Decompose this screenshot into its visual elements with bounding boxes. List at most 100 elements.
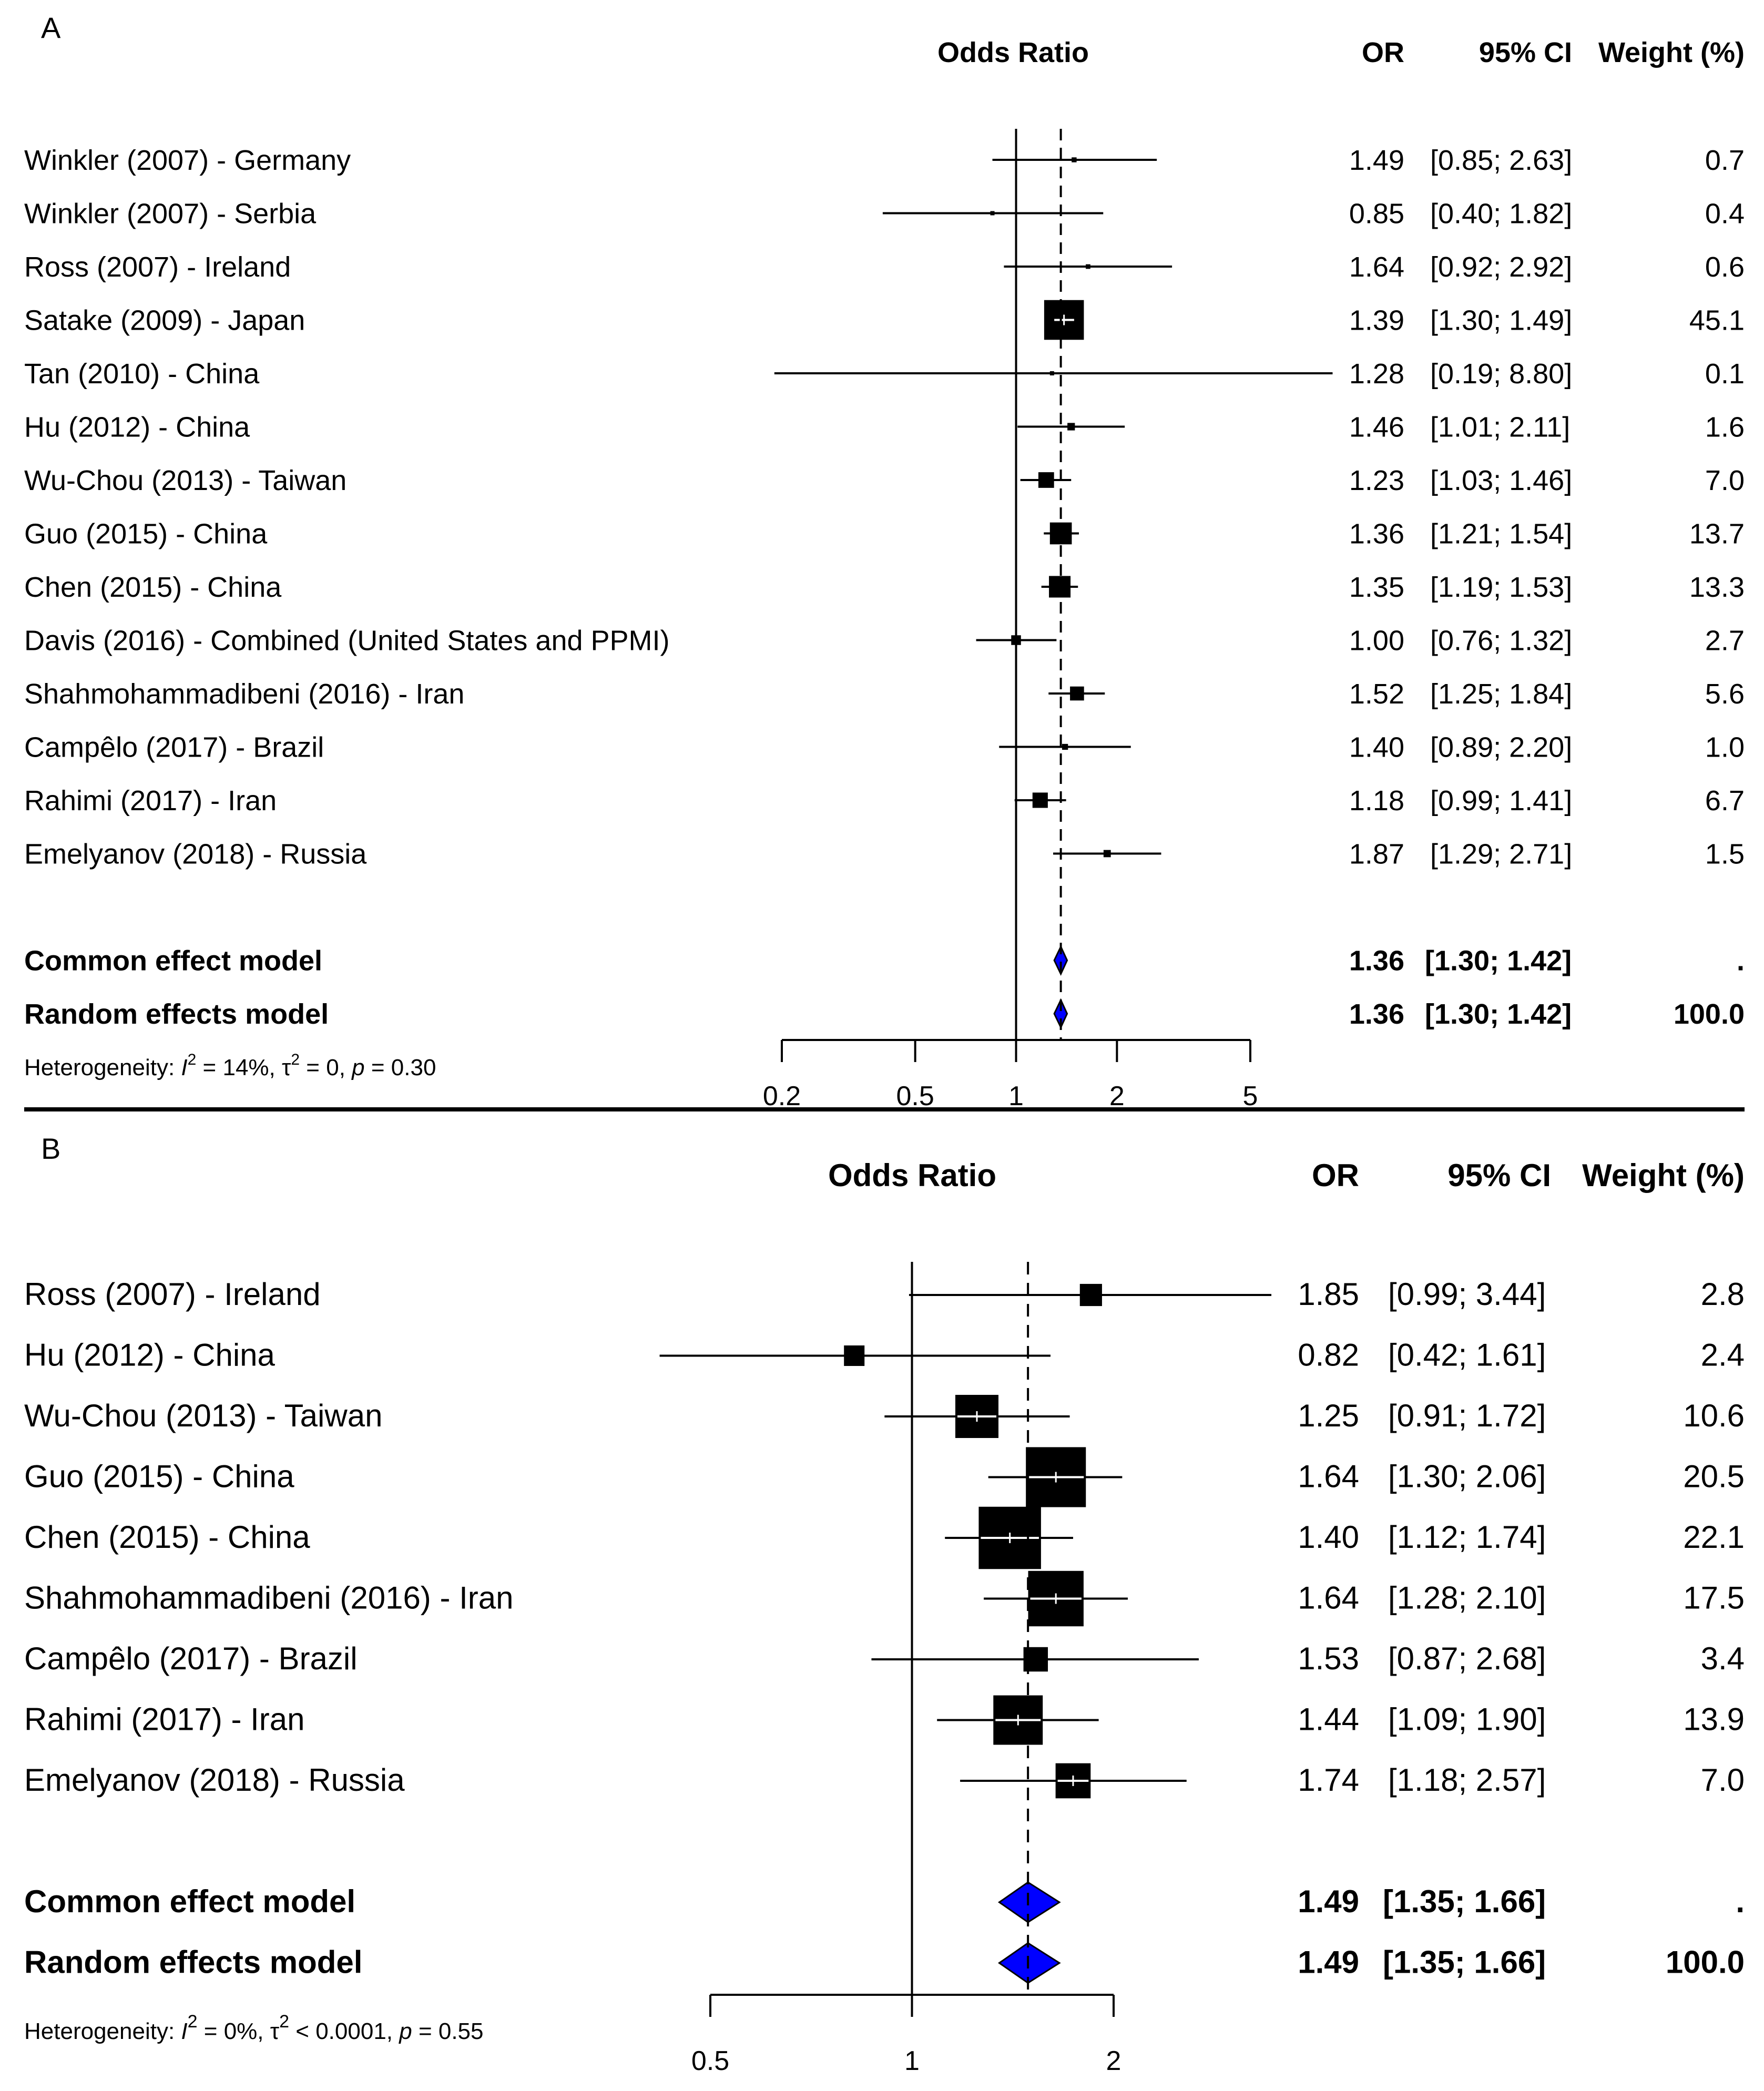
x-axis-tick-label: 5 bbox=[1243, 1081, 1258, 1111]
study-weight: 0.1 bbox=[1705, 358, 1745, 390]
study-label: Hu (2012) - China bbox=[24, 412, 250, 443]
pooled-ci: [1.30; 1.42] bbox=[1425, 945, 1572, 977]
pooled-row: Common effect model 1.36 [1.30; 1.42]. bbox=[24, 945, 1745, 977]
pooled-row: Random effects model 1.49 [1.35; 1.66] 100.… bbox=[24, 1945, 1745, 1980]
het-a-i-val: = 14%, bbox=[196, 1055, 282, 1080]
study-row: Ross (2007) - Ireland 1.85 [0.99; 3.44] 2.8 bbox=[24, 1277, 1745, 1312]
study-ci: [1.30; 1.49] bbox=[1430, 305, 1572, 336]
study-ci: [0.85; 2.63] bbox=[1430, 145, 1572, 176]
panel-a-header-odds-ratio: Odds Ratio bbox=[937, 37, 1089, 68]
x-axis-tick-label: 0.5 bbox=[896, 1081, 934, 1111]
het-a-p-val: = 0.30 bbox=[365, 1055, 436, 1080]
panel-b-header-weight: Weight (%) bbox=[1582, 1158, 1745, 1193]
point-estimate-square bbox=[990, 211, 995, 216]
study-weight: 6.7 bbox=[1705, 785, 1745, 817]
het-b-p: p bbox=[398, 2018, 412, 2044]
study-or: 1.49 bbox=[1349, 145, 1404, 176]
study-ci: [1.01; 2.11] bbox=[1430, 412, 1570, 443]
study-or: 1.23 bbox=[1349, 465, 1404, 496]
panel-a-header-weight: Weight (%) bbox=[1598, 37, 1745, 68]
study-weight: 0.7 bbox=[1705, 145, 1745, 176]
study-row: Rahimi (2017) - Iran 1.18 [0.99; 1.41] 6.7 bbox=[24, 785, 1745, 817]
study-row: Chen (2015) - China 1.40 [1.12; 1.74] 22.1 bbox=[24, 1519, 1745, 1555]
study-ci: [0.99; 1.41] bbox=[1430, 785, 1572, 817]
study-label: Campêlo (2017) - Brazil bbox=[24, 732, 324, 763]
study-label: Satake (2009) - Japan bbox=[24, 305, 305, 336]
study-ci: [0.87; 2.68] bbox=[1388, 1641, 1546, 1676]
study-ci: [1.18; 2.57] bbox=[1388, 1762, 1546, 1798]
x-axis-tick-label: 2 bbox=[1109, 1081, 1125, 1111]
pooled-diamond bbox=[997, 1942, 1061, 1984]
study-row: Winkler (2007) - Serbia 0.85 [0.40; 1.82] 0… bbox=[24, 198, 1745, 230]
study-ci: [1.21; 1.54] bbox=[1430, 518, 1572, 550]
study-label: Chen (2015) - China bbox=[24, 572, 282, 603]
study-ci: [0.99; 3.44] bbox=[1388, 1277, 1546, 1312]
study-or: 1.52 bbox=[1349, 678, 1404, 710]
study-row: Wu-Chou (2013) - Taiwan 1.23 [1.03; 1.46] 7… bbox=[24, 465, 1745, 496]
point-estimate-square bbox=[1049, 371, 1054, 375]
study-weight: 45.1 bbox=[1689, 305, 1745, 336]
point-estimate-square bbox=[1072, 157, 1077, 162]
het-b-i-val: = 0%, bbox=[198, 2018, 270, 2044]
x-axis-tick-label: 0.5 bbox=[691, 2046, 729, 2076]
study-label: Wu-Chou (2013) - Taiwan bbox=[24, 465, 346, 496]
study-ci: [1.30; 2.06] bbox=[1388, 1459, 1546, 1494]
study-weight: 13.3 bbox=[1689, 572, 1745, 603]
study-weight: 2.4 bbox=[1701, 1338, 1745, 1373]
study-weight: 7.0 bbox=[1701, 1762, 1745, 1798]
study-row: Campêlo (2017) - Brazil 1.40 [0.89; 2.20] 1… bbox=[24, 732, 1745, 763]
x-axis-tick-label: 0.2 bbox=[763, 1081, 801, 1111]
study-row: Ross (2007) - Ireland 1.64 [0.92; 2.92] 0.6 bbox=[24, 251, 1745, 283]
study-row: Guo (2015) - China 1.64 [1.30; 2.06] 20.5 bbox=[24, 1459, 1745, 1494]
study-or: 1.18 bbox=[1349, 785, 1404, 817]
panel-b-header-ci: 95% CI bbox=[1447, 1158, 1551, 1193]
study-row: Shahmohammadibeni (2016) - Iran 1.52 [1.25… bbox=[24, 678, 1745, 710]
point-estimate-square bbox=[1079, 1283, 1102, 1307]
pooled-label: Random effects model bbox=[24, 998, 329, 1030]
pooled-diamond bbox=[997, 1881, 1061, 1923]
study-row: Wu-Chou (2013) - Taiwan 1.25 [0.91; 1.72] 1… bbox=[24, 1398, 1745, 1433]
pooled-weight: . bbox=[1737, 945, 1745, 977]
study-label: Emelyanov (2018) - Russia bbox=[24, 839, 367, 870]
point-estimate-square bbox=[1032, 792, 1048, 808]
study-row: Campêlo (2017) - Brazil 1.53 [0.87; 2.68] 3… bbox=[24, 1641, 1745, 1676]
het-b-prefix: Heterogeneity: bbox=[24, 2018, 181, 2044]
panel-b-heterogeneity: Heterogeneity: I2 = 0%, τ2 < 0.0001, p =… bbox=[24, 2012, 484, 2044]
study-ci: [1.25; 1.84] bbox=[1430, 678, 1572, 710]
study-row: Hu (2012) - China 1.46 [1.01; 2.11] 1.6 bbox=[24, 412, 1745, 443]
panel-b-rows: Ross (2007) - Ireland 1.85 [0.99; 3.44] 2.8… bbox=[24, 1277, 1745, 1980]
het-a-i: I bbox=[181, 1055, 187, 1080]
study-weight: 10.6 bbox=[1683, 1398, 1745, 1433]
pooled-row: Common effect model 1.49 [1.35; 1.66]. bbox=[24, 1884, 1745, 1919]
x-axis-tick-label: 1 bbox=[904, 2046, 920, 2076]
study-or: 1.40 bbox=[1298, 1519, 1359, 1555]
study-or: 1.85 bbox=[1298, 1277, 1359, 1312]
study-ci: [0.19; 8.80] bbox=[1430, 358, 1572, 390]
study-label: Rahimi (2017) - Iran bbox=[24, 1702, 305, 1737]
study-row: Satake (2009) - Japan 1.39 [1.30; 1.49] 45.… bbox=[24, 305, 1745, 336]
study-row: Shahmohammadibeni (2016) - Iran 1.64 [1.28… bbox=[24, 1580, 1745, 1616]
point-estimate-square bbox=[1067, 423, 1075, 431]
study-ci: [1.19; 1.53] bbox=[1430, 572, 1572, 603]
pooled-or: 1.49 bbox=[1298, 1884, 1359, 1919]
het-b-p-val: = 0.55 bbox=[412, 2018, 484, 2044]
pooled-diamond bbox=[1053, 998, 1068, 1029]
study-ci: [1.29; 2.71] bbox=[1430, 839, 1572, 870]
study-weight: 3.4 bbox=[1701, 1641, 1745, 1676]
study-or: 1.53 bbox=[1298, 1641, 1359, 1676]
study-or: 0.82 bbox=[1298, 1338, 1359, 1373]
study-label: Ross (2007) - Ireland bbox=[24, 1277, 321, 1312]
pooled-row: Random effects model 1.36 [1.30; 1.42] 100.… bbox=[24, 998, 1745, 1030]
point-estimate-square bbox=[1038, 472, 1054, 488]
pooled-ci: [1.35; 1.66] bbox=[1383, 1884, 1546, 1919]
study-label: Guo (2015) - China bbox=[24, 518, 268, 550]
pooled-weight: 100.0 bbox=[1666, 1945, 1745, 1980]
point-estimate-square bbox=[1103, 850, 1111, 858]
study-weight: 22.1 bbox=[1683, 1519, 1745, 1555]
study-weight: 1.0 bbox=[1705, 732, 1745, 763]
study-ci: [1.28; 2.10] bbox=[1388, 1580, 1546, 1616]
point-estimate-square bbox=[844, 1345, 865, 1366]
study-ci: [1.12; 1.74] bbox=[1388, 1519, 1546, 1555]
het-b-tau-exp: 2 bbox=[279, 2012, 289, 2032]
